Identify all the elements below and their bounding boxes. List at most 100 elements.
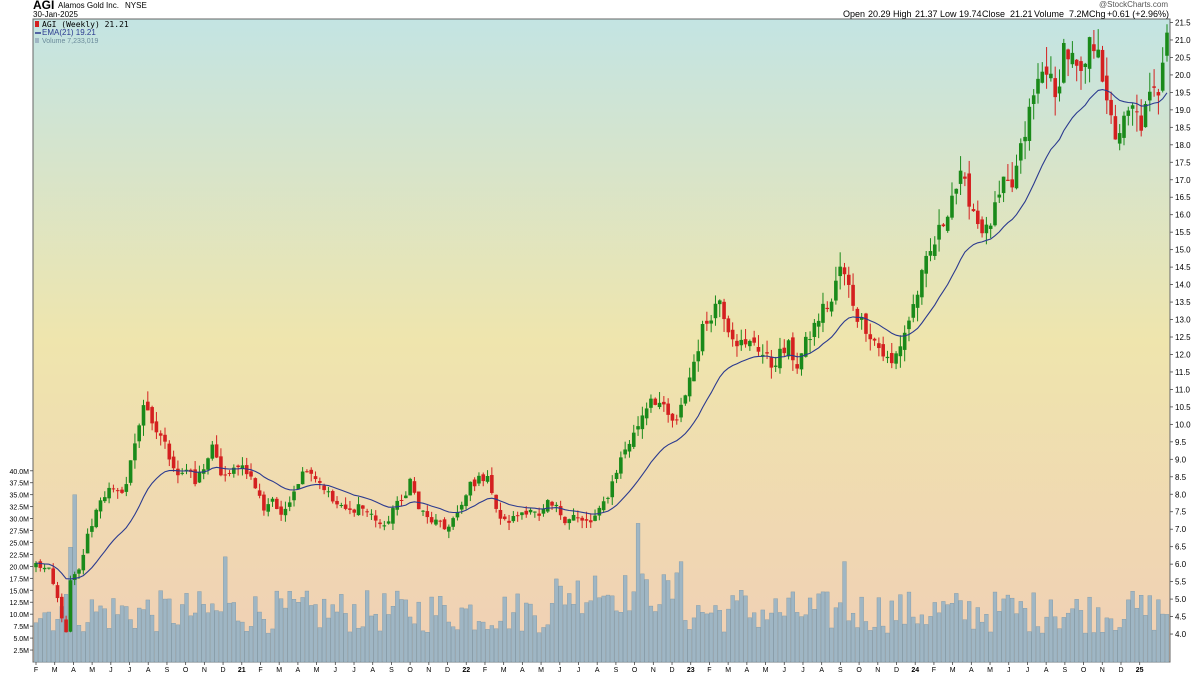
candle-body [352,509,357,513]
volume-bar [562,604,568,663]
candle [846,266,851,298]
candle-body [614,472,619,480]
candle [993,191,997,227]
price-tick-label: 5.5 [1175,578,1187,587]
volume-bar [322,598,327,663]
volume-bar [838,602,843,663]
volume-bar [369,615,374,663]
price-tick-label: 18.5 [1175,123,1191,132]
candle [636,416,640,436]
candle [988,223,993,239]
time-tick-label: M [763,667,769,674]
volume-bar [1139,595,1144,663]
candle [193,461,197,487]
candle [158,430,163,446]
price-candles [34,24,1169,633]
candle-body [1010,179,1014,188]
candle [722,298,726,332]
volume-bar [739,590,744,663]
candle [60,593,64,623]
candle [438,519,443,528]
candle-body [1143,103,1148,128]
volume-bar [124,606,129,663]
candle [90,518,94,538]
candle-body [640,415,645,430]
volume-bar [287,591,292,663]
candle [515,511,520,522]
candle [339,502,344,508]
volume-bar [584,602,589,663]
candle-body [472,479,477,487]
volume-bar [709,612,714,663]
candle-body [803,336,808,357]
candle [649,394,653,413]
volume-bar [1027,631,1032,663]
candle-body [829,301,834,312]
candle [249,463,253,480]
volume-bar [489,625,494,663]
candle-body [1074,59,1079,66]
volume-bar [412,623,417,663]
volume-bar [184,593,189,663]
volume-bar [614,610,619,663]
candle-body [950,195,954,218]
candle [894,351,898,370]
candle [1165,24,1169,62]
candle-body [911,304,916,318]
candle-body [868,334,873,340]
candle [726,315,731,338]
volume-bar [85,622,90,663]
candle [167,440,172,467]
time-tick-label: F [258,667,262,674]
candle [1160,47,1165,93]
candle [975,200,980,229]
volume-bar [648,605,654,663]
volume-bar [893,620,899,663]
candle-body [322,485,326,491]
candle-body [442,519,447,530]
volume-bar [296,602,301,663]
volume-bar [102,608,107,663]
candle [786,339,791,360]
watermark: @StockCharts.com [1099,0,1168,9]
volume-bar [807,597,813,663]
candle [133,433,137,469]
volume-bar [46,611,52,663]
candle [924,250,928,288]
candle [623,441,627,459]
volume-bar [549,603,555,663]
volume-bar [511,612,516,663]
candle-body [795,364,799,369]
candle-body [210,444,215,459]
volume-bar [850,612,856,663]
candle [266,498,271,517]
volume-bar [1096,607,1101,663]
time-tick-label: J [577,667,581,674]
volume-bar [167,598,172,663]
candle [980,216,984,238]
candle [1006,164,1010,182]
volume-bar [592,575,598,663]
candle [313,471,318,483]
candle-body [451,518,455,527]
candle [748,339,752,351]
volume-bar [382,593,387,663]
volume-bar [545,624,550,663]
candle [498,502,503,525]
volume-bar [451,626,456,663]
candle [1083,62,1088,84]
time-tick-label: D [669,667,674,674]
candle-body [915,294,920,308]
price-tick-label: 21.0 [1175,36,1191,45]
candle-body [537,513,541,516]
candle-body [94,509,99,528]
candle [1010,162,1014,193]
volume-bar [94,611,99,663]
candle [657,392,662,410]
open-label: Open [843,9,865,19]
time-tick-label: O [407,667,413,674]
volume-bar [640,573,645,663]
candle-body [38,561,43,568]
volume-bar [257,611,262,663]
candle [270,496,275,507]
